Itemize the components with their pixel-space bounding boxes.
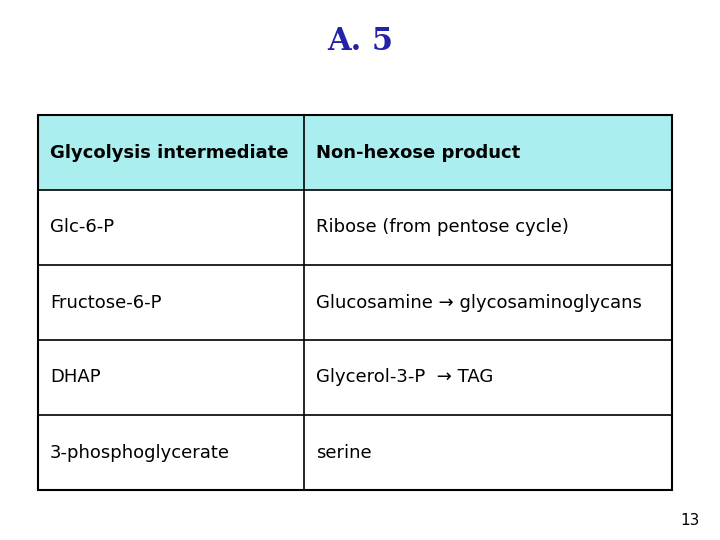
Text: A. 5: A. 5 <box>327 26 393 57</box>
Text: 3-phosphoglycerate: 3-phosphoglycerate <box>50 443 230 462</box>
Bar <box>38 115 672 490</box>
Text: Non-hexose product: Non-hexose product <box>316 144 521 161</box>
Text: Ribose (from pentose cycle): Ribose (from pentose cycle) <box>316 219 569 237</box>
Text: 13: 13 <box>680 513 700 528</box>
Text: Glc-6-P: Glc-6-P <box>50 219 114 237</box>
Text: Glycerol-3-P  → TAG: Glycerol-3-P → TAG <box>316 368 493 387</box>
Text: Fructose-6-P: Fructose-6-P <box>50 294 161 312</box>
Text: DHAP: DHAP <box>50 368 101 387</box>
Text: Glycolysis intermediate: Glycolysis intermediate <box>50 144 289 161</box>
Text: serine: serine <box>316 443 372 462</box>
Text: Glucosamine → glycosaminoglycans: Glucosamine → glycosaminoglycans <box>316 294 642 312</box>
Bar <box>38 115 672 190</box>
